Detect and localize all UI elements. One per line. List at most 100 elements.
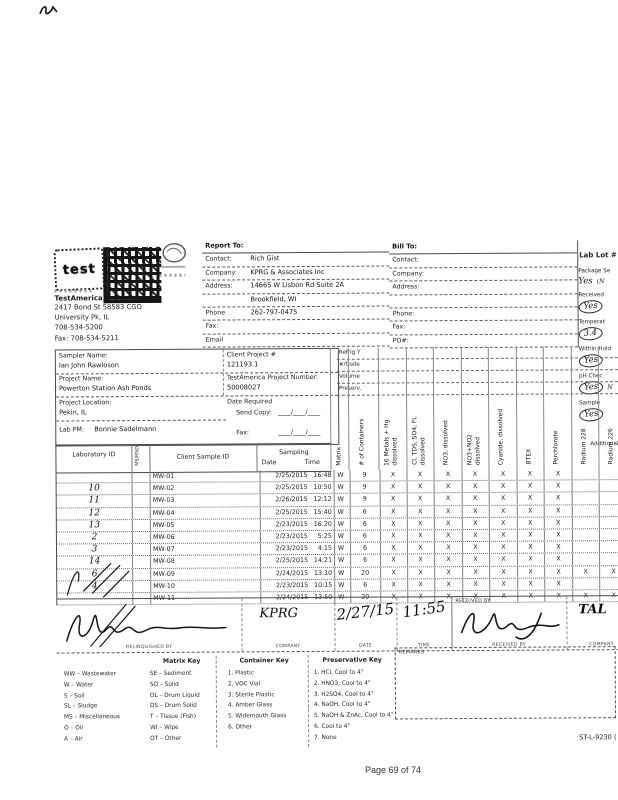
page-indicator: Page 69 of 74 — [365, 765, 422, 775]
date-cell: 2/23/2015 — [275, 532, 308, 541]
lab-phone: 708-534-5200 — [54, 323, 103, 332]
analysis-mark-cell — [572, 553, 601, 565]
analysis-mark-cell: X — [544, 517, 573, 529]
lab-address-2: University Pk, IL — [54, 313, 110, 322]
illegible-stamp-text — [159, 273, 186, 277]
preservative-key-item: 7. None — [314, 734, 337, 741]
field-label: Address: — [392, 283, 420, 291]
field-value: 14665 W Lisbon Rd Suite 2A — [250, 280, 345, 290]
analysis-mark-cell: X — [379, 518, 408, 530]
analysis-mark-cell: X — [544, 541, 574, 553]
analysis-mark-cell: X — [545, 578, 574, 590]
preservative-key-item: 6. Cool to 4° — [314, 723, 351, 730]
matrix-key-item: SL – Sludge — [63, 703, 98, 710]
field-value: KPRG & Associates Inc — [250, 267, 325, 277]
date-header: Date — [261, 459, 277, 467]
stamp-mark — [161, 243, 186, 268]
containers-cell: 9 — [349, 481, 381, 494]
field-label: Contact: — [205, 255, 232, 264]
checkin-item: Temperat 3.4 — [578, 319, 618, 342]
analysis-headers — [0, 0, 616, 2]
analysis-mark-cell: X — [489, 517, 518, 529]
matrix-key-item: A – Air — [64, 736, 83, 743]
company-label: COMPANY — [275, 644, 301, 650]
analysis-mark-cell: X — [517, 566, 546, 578]
analysis-mark-cell: X — [461, 468, 490, 481]
checkin-answer: 3.4 — [578, 326, 603, 342]
preservative-key-list: 1. HCl, Cool to 4° 2. HNO3, Cool to 4° 3. … — [314, 667, 394, 743]
lab-id-cell: 3 — [56, 544, 134, 556]
analysis-mark-cell: X — [544, 529, 573, 541]
analysis-mark-cell: X — [434, 481, 463, 493]
matrix-cell: W — [332, 555, 352, 567]
table-header: Laboratory ID MS/MSD Client Sample ID Sa… — [55, 442, 332, 474]
analysis-header: Radium 228 — [580, 390, 588, 464]
company-handwriting: TAL — [578, 602, 607, 618]
matrix-key-item: WW – Wastewater — [63, 671, 117, 678]
analysis-mark-cell — [571, 480, 600, 492]
matrix-cell: W — [331, 530, 351, 542]
analysis-mark-cell: X — [517, 578, 546, 590]
analysis-mark-cell: X — [489, 468, 518, 481]
containers-cell: 6 — [349, 506, 381, 518]
analysis-mark-cell — [600, 577, 618, 590]
field-label: Phone: — [392, 310, 415, 318]
signature-block: RELINQUISHED BY KPRG COMPANY 2/27/15 DAT… — [56, 595, 618, 654]
analysis-header-line: NO3, dissolved — [442, 420, 450, 466]
remarks-label: REMARKS — [398, 649, 425, 656]
analysis-mark-cell: X — [379, 481, 408, 493]
field-label: Fax: — [392, 323, 406, 331]
analysis-header-line: Cyanide, dissolved — [497, 408, 505, 465]
analysis-mark-cell: X — [490, 554, 519, 566]
client-project-value: 121193.1 — [226, 360, 259, 369]
analysis-mark-cell: X — [407, 554, 436, 566]
ta-project-value: 50008027 — [226, 383, 261, 392]
send-copy-label: Send Copy: — [236, 409, 272, 417]
time-header: Time — [304, 458, 320, 467]
analysis-mark-cell: X — [516, 529, 545, 541]
analysis-header-line: dissolved — [390, 437, 398, 466]
matrix-key-item: S – Soil — [63, 692, 85, 700]
analysis-mark-cell — [599, 528, 618, 541]
analysis-mark-cell: X — [490, 578, 519, 590]
analysis-mark-cell: X — [489, 493, 518, 505]
analysis-mark-cell: X — [544, 480, 573, 492]
matrix-cell: W — [331, 469, 351, 482]
analysis-mark-cell — [599, 504, 618, 516]
received-by-cell: RECEIVED BY RECEIVED BY — [451, 596, 566, 650]
checkin-label: Temperat — [578, 319, 605, 326]
analysis-mark-cell: X — [461, 517, 490, 530]
date-cell: 2/23/2015 — [275, 520, 308, 528]
matrix-key-item: T – Tissue (Fish) — [150, 713, 197, 721]
client-sample-id-header: Client Sample ID — [176, 453, 230, 461]
matrix-key-item: WI – Wipe — [150, 724, 179, 731]
relinquished-by-label: RELINQUISHED BY — [125, 644, 173, 651]
lab-id-cell: 12 — [56, 507, 133, 520]
divider — [56, 419, 227, 422]
date-label: DATE — [359, 643, 373, 649]
preservative-key-item: 3. H2SO4, Cool to 4° — [313, 691, 374, 698]
container-key-title: Container Key — [239, 657, 289, 665]
msmsd-cell — [131, 507, 151, 519]
analysis-mark-cell: X — [380, 579, 409, 591]
analysis-header: Cyanide, dissolved — [497, 391, 505, 465]
bill-to-title: Bill To: — [392, 242, 418, 251]
field-label: Address: — [205, 282, 233, 290]
time-cell: 15:40 — [307, 506, 335, 518]
analysis-mark-cell: X — [406, 469, 435, 481]
sample-id-cell: MW-01 — [149, 470, 261, 483]
sample-id-cell: MW-06 — [149, 531, 261, 544]
divider — [307, 655, 310, 748]
date-cell: 2/25/2015 — [275, 508, 308, 516]
ta-project-label: TestAmerica Project Number: — [226, 373, 319, 382]
matrix-key-item: O – Oil — [64, 725, 84, 732]
sample-id-cell: MW-04 — [149, 506, 261, 519]
msmsd-cell — [131, 531, 151, 544]
project-location-label: Project Location: — [59, 399, 112, 407]
container-key-list: 1. Plastic 2. VOC Vial 3. Sterile Plastic 4… — [228, 668, 287, 733]
time-cell: 11:55 TIME — [396, 597, 451, 650]
send-copy-blank: ____/____/____ — [278, 408, 321, 417]
scan-scribble — [66, 562, 130, 598]
analysis-mark-cell: X — [435, 554, 464, 566]
analysis-header: 16 Metals + Hg dissolved — [383, 391, 398, 465]
